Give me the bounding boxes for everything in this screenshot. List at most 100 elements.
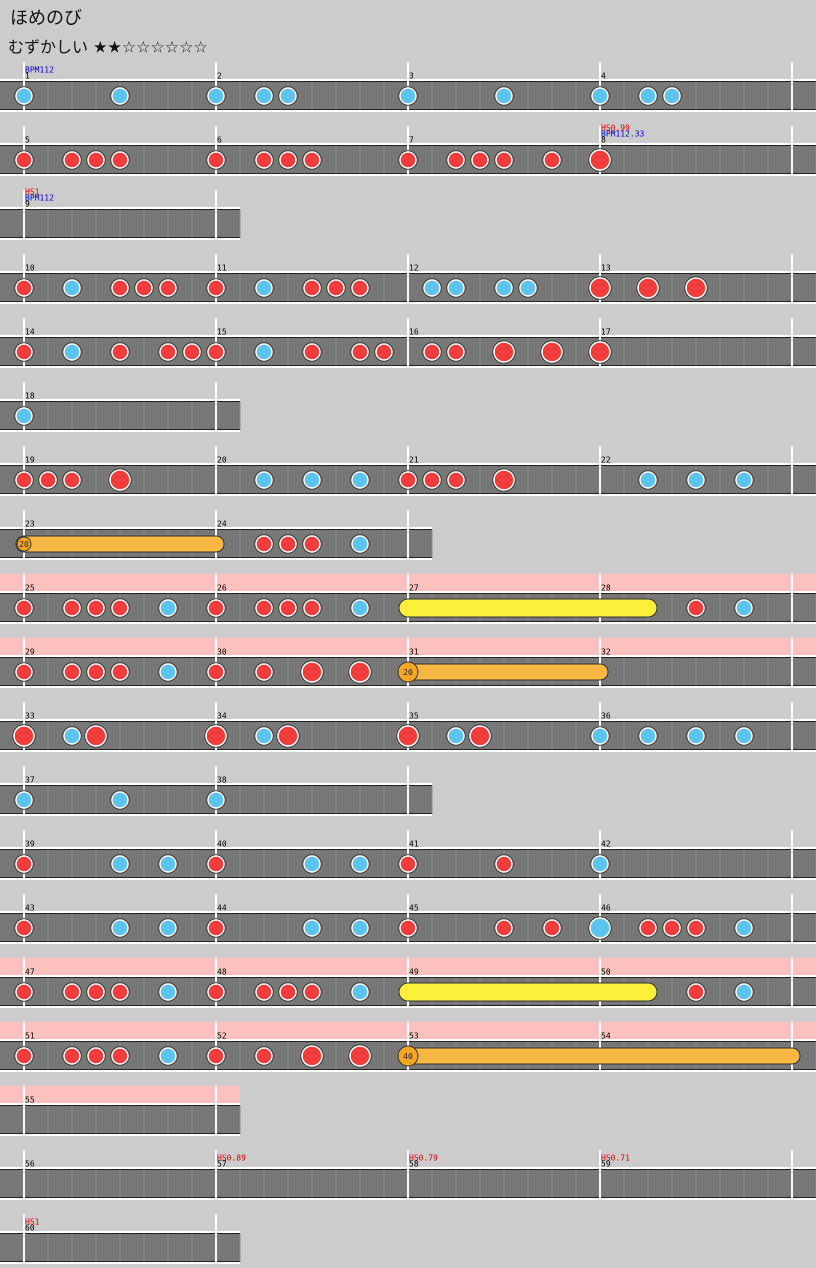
measure-number: 26 <box>217 584 227 593</box>
note-outline <box>254 534 274 554</box>
note <box>447 727 465 745</box>
note <box>15 407 33 425</box>
note <box>255 87 273 105</box>
note <box>111 983 129 1001</box>
note <box>279 599 297 617</box>
note <box>255 599 273 617</box>
note <box>63 599 81 617</box>
note <box>543 919 561 937</box>
note-outline <box>686 598 706 618</box>
note-outline <box>398 918 418 938</box>
note-outline <box>734 470 754 490</box>
note-outline <box>158 342 178 362</box>
note <box>277 725 299 747</box>
lane-shade <box>0 429 240 430</box>
note-outline <box>14 150 34 170</box>
note-outline <box>62 150 82 170</box>
note-outline <box>590 854 610 874</box>
note <box>495 919 513 937</box>
note <box>63 343 81 361</box>
measure-number: 28 <box>601 584 611 593</box>
note <box>639 87 657 105</box>
note <box>111 919 129 937</box>
note-outline <box>588 916 612 940</box>
note-outline <box>38 470 58 490</box>
note-outline <box>254 662 274 682</box>
note <box>255 535 273 553</box>
note <box>87 1047 105 1065</box>
measure-number: 44 <box>217 904 227 913</box>
note <box>351 919 369 937</box>
chart-row: 10 11 12 13 <box>0 254 816 304</box>
measure-number: 37 <box>25 776 35 785</box>
measure-number: 31 <box>409 648 419 657</box>
note-outline <box>14 982 34 1002</box>
note <box>687 471 705 489</box>
chart-row: 14 15 16 17 <box>0 318 816 368</box>
note <box>207 87 225 105</box>
note <box>207 855 225 873</box>
note-outline <box>86 598 106 618</box>
note-outline <box>686 982 706 1002</box>
note <box>111 87 129 105</box>
note <box>159 599 177 617</box>
note <box>207 983 225 1001</box>
note-outline <box>518 278 538 298</box>
note-outline <box>638 918 658 938</box>
note <box>303 919 321 937</box>
measure-number: 20 <box>217 456 227 465</box>
note <box>423 471 441 489</box>
note-outline <box>734 598 754 618</box>
note-outline <box>158 918 178 938</box>
balloon-count: 40 <box>403 1052 413 1061</box>
measure-number: 2 <box>217 72 222 81</box>
lane-edge <box>0 238 240 240</box>
note <box>255 471 273 489</box>
note-outline <box>134 278 154 298</box>
note <box>159 919 177 937</box>
note <box>207 599 225 617</box>
lane-edge <box>0 430 240 432</box>
note-outline <box>14 406 34 426</box>
note-outline <box>302 470 322 490</box>
note <box>399 151 417 169</box>
measure-number: 17 <box>601 328 611 337</box>
measure-number: 39 <box>25 840 35 849</box>
note-outline <box>686 470 706 490</box>
note <box>735 727 753 745</box>
note <box>39 471 57 489</box>
note <box>543 151 561 169</box>
note <box>397 725 419 747</box>
measure-number: 40 <box>217 840 227 849</box>
note-outline <box>62 470 82 490</box>
note-outline <box>62 726 82 746</box>
lane-shade <box>0 237 240 238</box>
note-outline <box>110 598 130 618</box>
note-outline <box>494 150 514 170</box>
note-outline <box>734 726 754 746</box>
note-outline <box>302 534 322 554</box>
note-outline <box>110 1046 130 1066</box>
measure-number: 22 <box>601 456 611 465</box>
note <box>207 151 225 169</box>
note <box>111 791 129 809</box>
note-outline <box>206 918 226 938</box>
note <box>351 855 369 873</box>
note <box>349 1045 371 1067</box>
note-outline <box>14 278 34 298</box>
note <box>15 599 33 617</box>
note <box>351 279 369 297</box>
note-outline <box>638 470 658 490</box>
measure-number: 30 <box>217 648 227 657</box>
measure-number: 50 <box>601 968 611 977</box>
note <box>183 343 201 361</box>
note <box>15 151 33 169</box>
note <box>63 983 81 1001</box>
note <box>399 87 417 105</box>
note <box>447 343 465 361</box>
note <box>303 535 321 553</box>
speed-label: HS0.99 <box>601 124 630 133</box>
note-outline <box>206 86 226 106</box>
note <box>279 87 297 105</box>
